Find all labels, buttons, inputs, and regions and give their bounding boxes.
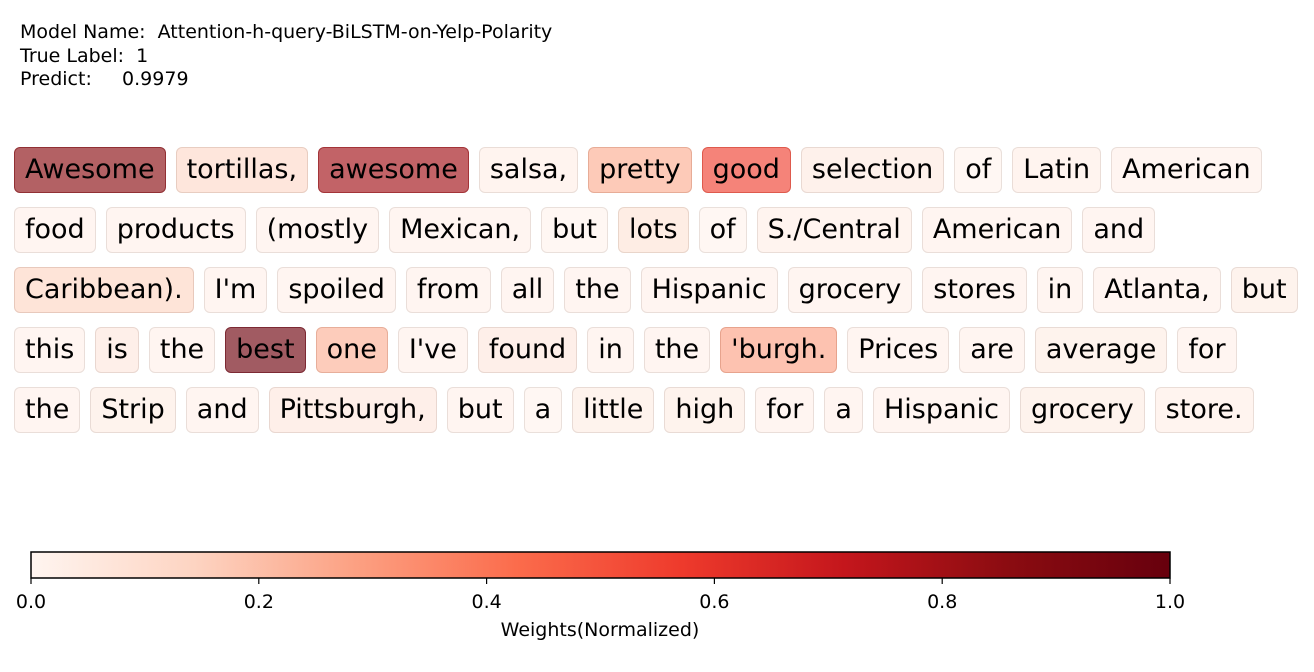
token: stores [922, 267, 1027, 313]
token: Awesome [14, 147, 166, 193]
token: in [587, 327, 634, 373]
colorbar-tick-label: 0.6 [699, 591, 729, 613]
token: American [921, 207, 1073, 253]
model-name-row: Model Name: Attention-h-query-BiLSTM-on-… [20, 21, 552, 45]
token: the [14, 387, 81, 433]
token: S./Central [756, 207, 912, 253]
token: I've [397, 327, 468, 373]
token: salsa, [478, 147, 579, 193]
token: and [185, 387, 259, 433]
token: one [315, 327, 388, 373]
token: little [572, 387, 655, 433]
token: Latin [1012, 147, 1102, 193]
token: (mostly [255, 207, 380, 253]
colorbar-gradient [30, 551, 1171, 579]
token: but [541, 207, 608, 253]
colorbar-tick-label: 0.8 [927, 591, 957, 613]
token: Prices [847, 327, 950, 373]
token: products [105, 207, 246, 253]
token: pretty [588, 147, 692, 193]
colorbar-tick-label: 0.4 [471, 591, 501, 613]
token: this [14, 327, 86, 373]
token: Caribbean). [14, 267, 194, 313]
token: is [95, 327, 139, 373]
token: are [959, 327, 1025, 373]
true-label-value: 1 [136, 44, 149, 67]
token: 'burgh. [720, 327, 838, 373]
token: but [446, 387, 514, 433]
token: for [755, 387, 815, 433]
token: all [500, 267, 555, 313]
colorbar-axis-label: Weights(Normalized) [500, 619, 700, 641]
model-name-key: Model Name: [20, 21, 146, 43]
true-label-key: True Label: [20, 44, 125, 67]
token: the [564, 267, 631, 313]
token: good [701, 147, 791, 193]
token: a [523, 387, 563, 433]
colorbar-ticks: 0.0 0.2 0.4 0.6 0.8 1.0 [16, 578, 1185, 613]
token: Atlanta, [1093, 267, 1221, 313]
token: a [824, 387, 863, 433]
token: high [664, 387, 746, 433]
token: Strip [90, 387, 176, 433]
token: I'm [203, 267, 268, 313]
token: but [1230, 267, 1298, 313]
attention-token-heatmap: Awesome tortillas, awesome salsa, pretty good… [14, 147, 1298, 433]
token: and [1082, 207, 1156, 253]
true-label-row: True Label: 1 [20, 45, 552, 69]
token: grocery [1019, 387, 1145, 433]
token: tortillas, [175, 147, 309, 193]
colorbar-tick-label: 0.2 [244, 591, 274, 613]
token: Hispanic [640, 267, 778, 313]
token: food [14, 207, 96, 253]
token: from [405, 267, 491, 313]
model-info: Model Name: Attention-h-query-BiLSTM-on-… [20, 21, 552, 92]
token: average [1034, 327, 1168, 373]
token: the [643, 327, 711, 373]
token: grocery [787, 267, 913, 313]
predict-value: 0.9979 [122, 68, 189, 90]
token: found [477, 327, 578, 373]
predict-row: Predict: 0.9979 [20, 68, 552, 92]
token: American [1111, 147, 1262, 193]
token: selection [800, 147, 945, 193]
predict-key: Predict: [20, 68, 92, 90]
token: best [225, 327, 306, 373]
token: spoiled [277, 267, 396, 313]
token: Mexican, [389, 207, 532, 253]
token: for [1177, 327, 1237, 373]
colorbar-tick-label: 1.0 [1155, 591, 1185, 613]
colorbar-tick-label: 0.0 [16, 591, 46, 613]
token: Pittsburgh, [268, 387, 437, 433]
token: in [1036, 267, 1084, 313]
token: store. [1154, 387, 1254, 433]
token: awesome [318, 147, 469, 193]
token: of [698, 207, 747, 253]
token: Hispanic [872, 387, 1010, 433]
token: lots [617, 207, 689, 253]
token: the [148, 327, 216, 373]
model-name-value: Attention-h-query-BiLSTM-on-Yelp-Polarit… [157, 21, 553, 43]
token: of [954, 147, 1003, 193]
